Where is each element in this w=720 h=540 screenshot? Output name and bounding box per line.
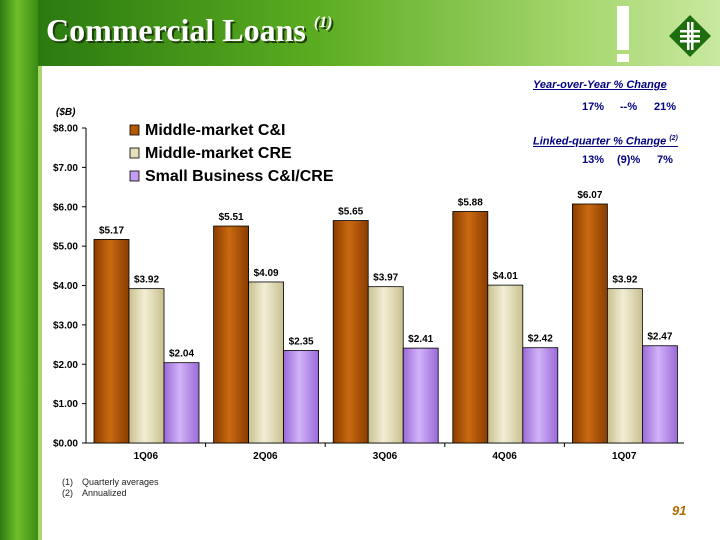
yoy-value-cre: --% xyxy=(620,101,638,113)
bar-value-label: $2.42 xyxy=(528,334,553,345)
y-axis-unit-label: ($B) xyxy=(56,107,76,118)
bar-value-label: $2.47 xyxy=(647,332,672,343)
x-tick-label: 4Q06 xyxy=(492,451,517,462)
bar-value-label: $2.35 xyxy=(289,336,314,347)
bar-value-label: $5.17 xyxy=(99,225,124,236)
footnote-2-marker: (2) xyxy=(62,488,73,498)
y-tick-label: $8.00 xyxy=(53,124,78,135)
footnote-1-text: Quarterly averages xyxy=(82,477,159,487)
left-accent-bar xyxy=(0,0,42,540)
bar-value-label: $4.01 xyxy=(493,271,518,282)
y-tick-label: $0.00 xyxy=(53,439,78,450)
bar xyxy=(452,211,489,444)
linked-value-cre: (9)% xyxy=(617,154,641,166)
footnote-1-marker: (1) xyxy=(62,477,73,487)
linked-value-small-business: 7% xyxy=(657,154,673,166)
footnote-2-text: Annualized xyxy=(82,488,127,498)
yoy-label: Year-over-Year % Change xyxy=(533,79,667,91)
exclamation-mark-dot xyxy=(617,54,629,62)
footnotes: (1) Quarterly averages (2) Annualized xyxy=(62,477,159,499)
linked-quarter-label: Linked-quarter % Change (2) xyxy=(533,135,678,148)
legend-swatch xyxy=(129,147,140,159)
linked-quarter-label-text: Linked-quarter % Change xyxy=(533,135,667,148)
bar-value-label: $3.92 xyxy=(134,275,159,286)
legend-label: Middle-market CRE xyxy=(145,145,292,162)
bar xyxy=(213,225,250,444)
bar xyxy=(128,288,165,444)
bar-value-label: $2.04 xyxy=(169,349,194,360)
legend-swatch xyxy=(129,124,140,136)
y-tick-label: $4.00 xyxy=(53,281,78,292)
chart-legend: Middle-market C&I Middle-market CRE Small … xyxy=(129,122,334,185)
x-tick-label: 1Q06 xyxy=(134,451,159,462)
y-tick-label: $2.00 xyxy=(53,360,78,371)
bar xyxy=(487,284,524,444)
footnote-1: (1) Quarterly averages xyxy=(62,477,159,488)
bar xyxy=(607,288,643,444)
bar xyxy=(642,345,678,444)
bar xyxy=(248,281,285,444)
bar xyxy=(402,347,439,444)
title-text: Commercial Loans xyxy=(46,12,306,48)
x-tick-label: 1Q07 xyxy=(612,451,637,462)
yoy-value-cni: 17% xyxy=(582,101,605,113)
bar-value-label: $4.09 xyxy=(254,268,279,279)
bar-value-label: $6.07 xyxy=(577,190,602,201)
y-tick-label: $3.00 xyxy=(53,320,78,331)
bar xyxy=(367,286,404,444)
yoy-value-small-business: 21% xyxy=(654,101,677,113)
bar xyxy=(332,220,369,444)
page-title: Commercial Loans (1) xyxy=(46,12,332,49)
x-tick-label: 3Q06 xyxy=(373,451,398,462)
header-band: Commercial Loans (1) xyxy=(38,0,720,66)
title-footnote-marker: (1) xyxy=(313,14,333,31)
bar xyxy=(163,362,200,444)
linked-value-cni: 13% xyxy=(582,154,605,166)
legend-swatch xyxy=(129,170,140,182)
y-tick-label: $7.00 xyxy=(53,163,78,174)
bar xyxy=(283,350,320,444)
bar-value-label: $5.88 xyxy=(458,197,483,208)
bar xyxy=(522,347,559,444)
bar-value-label: $5.65 xyxy=(338,207,363,218)
y-tick-label: $1.00 xyxy=(53,399,78,410)
footnote-2: (2) Annualized xyxy=(62,488,159,499)
legend-label: Small Business C&I/CRE xyxy=(145,168,334,185)
bank-logo-icon xyxy=(669,15,711,57)
bar-value-label: $5.51 xyxy=(219,212,244,223)
bar-value-label: $2.41 xyxy=(408,334,433,345)
bar xyxy=(93,239,130,444)
bar-value-label: $3.92 xyxy=(612,275,637,286)
bar xyxy=(572,203,608,444)
exclamation-mark-bar xyxy=(617,6,629,50)
bar-value-label: $3.97 xyxy=(373,273,398,284)
x-tick-label: 2Q06 xyxy=(253,451,278,462)
linked-quarter-footnote-marker: (2) xyxy=(669,135,678,142)
y-tick-label: $6.00 xyxy=(53,202,78,213)
page-number: 91 xyxy=(672,503,687,518)
y-tick-label: $5.00 xyxy=(53,242,78,253)
legend-label: Middle-market C&I xyxy=(145,122,285,139)
